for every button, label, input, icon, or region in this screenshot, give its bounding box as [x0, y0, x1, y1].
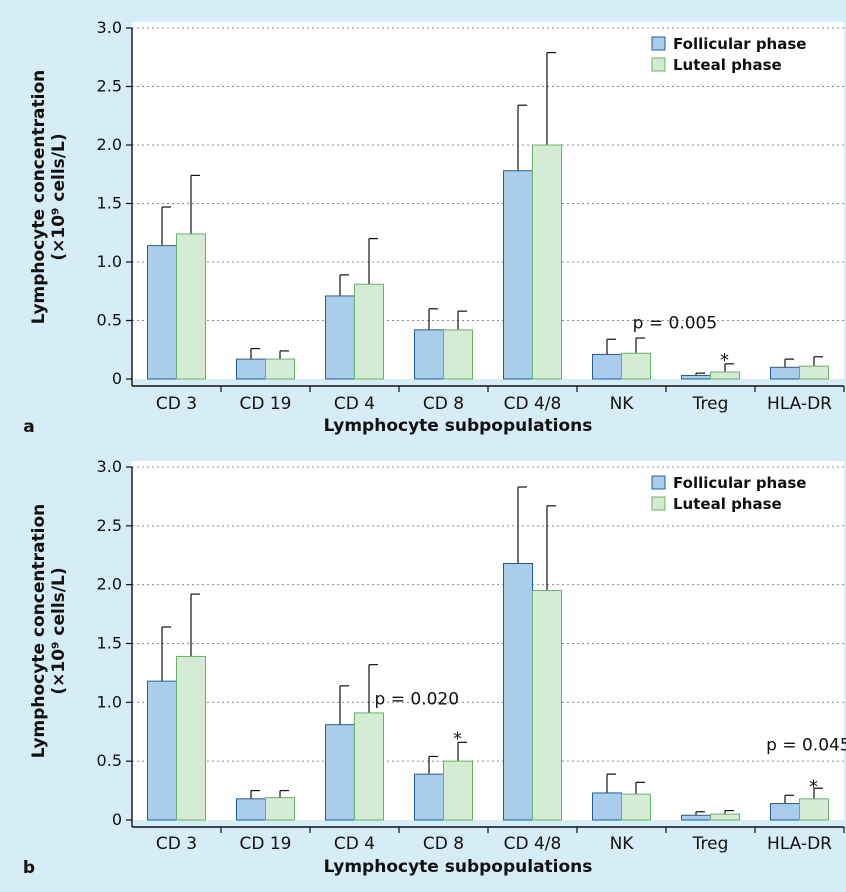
bar-luteal	[177, 656, 206, 820]
bar-follicular	[504, 563, 533, 820]
legend-swatch	[652, 37, 665, 50]
x-category-label: Treg	[692, 834, 729, 854]
plot-area	[132, 22, 844, 379]
bar-luteal	[355, 713, 384, 820]
bar-follicular	[504, 171, 533, 379]
p-value-annotation: p = 0.045	[766, 736, 846, 756]
p-value-annotation: p = 0.005	[633, 314, 718, 334]
y-tick-label: 1.0	[97, 692, 122, 711]
x-category-label: CD 3	[156, 394, 197, 414]
bar-follicular	[237, 359, 266, 379]
legend-swatch	[652, 476, 665, 489]
x-category-label: CD 19	[240, 834, 292, 854]
bar-luteal	[266, 798, 295, 820]
x-category-label: HLA-DR	[767, 834, 832, 854]
x-axis-title: Lymphocyte subpopulations	[324, 857, 593, 877]
legend-label: Follicular phase	[673, 474, 806, 492]
bar-follicular	[682, 375, 711, 379]
bar-luteal	[266, 359, 295, 379]
y-tick-label: 0.5	[97, 311, 122, 330]
legend-label: Luteal phase	[673, 495, 782, 513]
x-category-label: NK	[610, 834, 635, 854]
y-axis-title-line2: (×10⁹ cells/L)	[49, 567, 69, 694]
bar-follicular	[326, 725, 355, 820]
x-category-label: CD 8	[423, 394, 464, 414]
y-tick-label: 0.5	[97, 751, 122, 770]
y-axis-title-line1: Lymphocyte concentration	[29, 504, 49, 758]
plot-area	[132, 461, 844, 820]
bar-luteal	[444, 761, 473, 820]
x-category-label: Treg	[692, 394, 729, 414]
significance-asterisk: *	[809, 777, 818, 798]
x-category-label: CD 4/8	[504, 834, 562, 854]
y-tick-label: 0	[112, 369, 122, 388]
bar-follicular	[593, 354, 622, 379]
bar-follicular	[682, 815, 711, 820]
bar-follicular	[593, 793, 622, 820]
x-category-label: NK	[610, 394, 635, 414]
x-category-label: CD 19	[240, 394, 292, 414]
significance-asterisk: *	[720, 350, 729, 371]
bar-luteal	[711, 372, 740, 379]
y-axis-title: Lymphocyte concentration (×10⁹ cells/L)	[29, 70, 69, 324]
bar-luteal	[533, 591, 562, 820]
y-tick-label: 1.5	[97, 634, 122, 653]
legend-label: Follicular phase	[673, 35, 806, 53]
y-tick-label: 1.0	[97, 252, 122, 271]
bar-follicular	[148, 681, 177, 820]
y-tick-label: 2.5	[97, 516, 122, 535]
y-tick-label: 0	[112, 810, 122, 829]
x-category-label: CD 4	[334, 834, 375, 854]
y-tick-label: 2.5	[97, 77, 122, 96]
y-axis-title-line1: Lymphocyte concentration	[29, 70, 49, 324]
bar-follicular	[415, 774, 444, 820]
x-category-label: HLA-DR	[767, 394, 832, 414]
x-category-label: CD 3	[156, 834, 197, 854]
legend-swatch	[652, 58, 665, 71]
bar-follicular	[148, 246, 177, 379]
y-tick-label: 3.0	[97, 18, 122, 37]
significance-asterisk: *	[453, 728, 462, 749]
bar-luteal	[711, 814, 740, 820]
panel-a: 0 0.5 1.0 1.5 2.0 2.5 3.0 CD 3 CD 19 CD 4 CD 8 CD 4…	[23, 18, 844, 437]
y-tick-label: 1.5	[97, 194, 122, 213]
legend-swatch	[652, 497, 665, 510]
y-tick-label: 2.0	[97, 135, 122, 154]
panel-b: 0 0.5 1.0 1.5 2.0 2.5 3.0 CD 3 CD 19 CD 4 CD 8 CD 4…	[23, 457, 846, 878]
x-category-label: CD 4	[334, 394, 375, 414]
panel-label: b	[23, 858, 35, 878]
bar-follicular	[326, 296, 355, 379]
bar-luteal	[800, 799, 829, 820]
bar-luteal	[622, 353, 651, 379]
panel-label: a	[23, 417, 34, 437]
y-tick-label: 3.0	[97, 457, 122, 476]
x-category-label: CD 8	[423, 834, 464, 854]
bar-luteal	[177, 234, 206, 379]
bar-follicular	[415, 330, 444, 379]
x-axis-title: Lymphocyte subpopulations	[324, 416, 593, 436]
x-category-label: CD 4/8	[504, 394, 562, 414]
bar-follicular	[771, 804, 800, 820]
bar-luteal	[444, 330, 473, 379]
bar-luteal	[533, 145, 562, 379]
bar-follicular	[771, 367, 800, 379]
p-value-annotation: p = 0.020	[375, 690, 460, 710]
y-tick-label: 2.0	[97, 575, 122, 594]
bar-follicular	[237, 799, 266, 820]
bar-luteal	[622, 794, 651, 820]
y-axis-title-line2: (×10⁹ cells/L)	[49, 133, 69, 260]
legend-label: Luteal phase	[673, 56, 782, 74]
y-axis-title: Lymphocyte concentration (×10⁹ cells/L)	[29, 504, 69, 758]
bar-luteal	[355, 284, 384, 379]
bar-luteal	[800, 366, 829, 379]
